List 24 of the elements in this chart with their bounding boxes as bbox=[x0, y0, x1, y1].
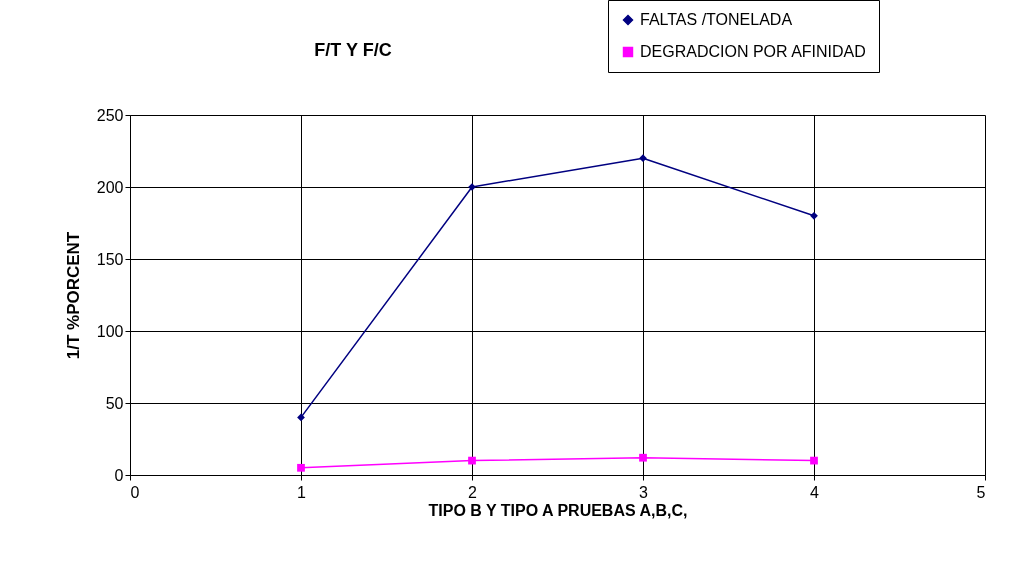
y-tick-label: 150 bbox=[96, 250, 124, 268]
x-axis-title: TIPO B Y TIPO A PRUEBAS A,B,C, bbox=[428, 501, 688, 519]
x-tick-label: 1 bbox=[297, 483, 307, 501]
point bbox=[468, 456, 476, 465]
x-tick-label: 4 bbox=[810, 483, 820, 501]
legend-label: DEGRADCION POR AFINIDAD bbox=[640, 43, 866, 60]
y-tick-label: 250 bbox=[96, 106, 124, 124]
x-tick-label: 0 bbox=[130, 483, 140, 501]
y-axis-title: 1/T %PORCENT bbox=[63, 231, 83, 360]
y-tick-label: 0 bbox=[114, 466, 124, 484]
point bbox=[639, 453, 647, 462]
x-tick-label: 3 bbox=[639, 483, 649, 501]
point bbox=[297, 413, 305, 422]
y-tick-label: 100 bbox=[96, 322, 124, 340]
x-tick-label: 5 bbox=[976, 483, 986, 501]
y-tick-label: 200 bbox=[96, 178, 124, 196]
y-tick-label: 50 bbox=[105, 394, 124, 412]
x-tick-label: 2 bbox=[468, 483, 478, 501]
chart-title: F/T Y F/C bbox=[314, 39, 392, 60]
point bbox=[810, 211, 818, 220]
point bbox=[810, 456, 818, 465]
legend-label: FALTAS /TONELADA bbox=[640, 11, 793, 28]
point bbox=[297, 463, 305, 472]
point bbox=[639, 154, 647, 163]
